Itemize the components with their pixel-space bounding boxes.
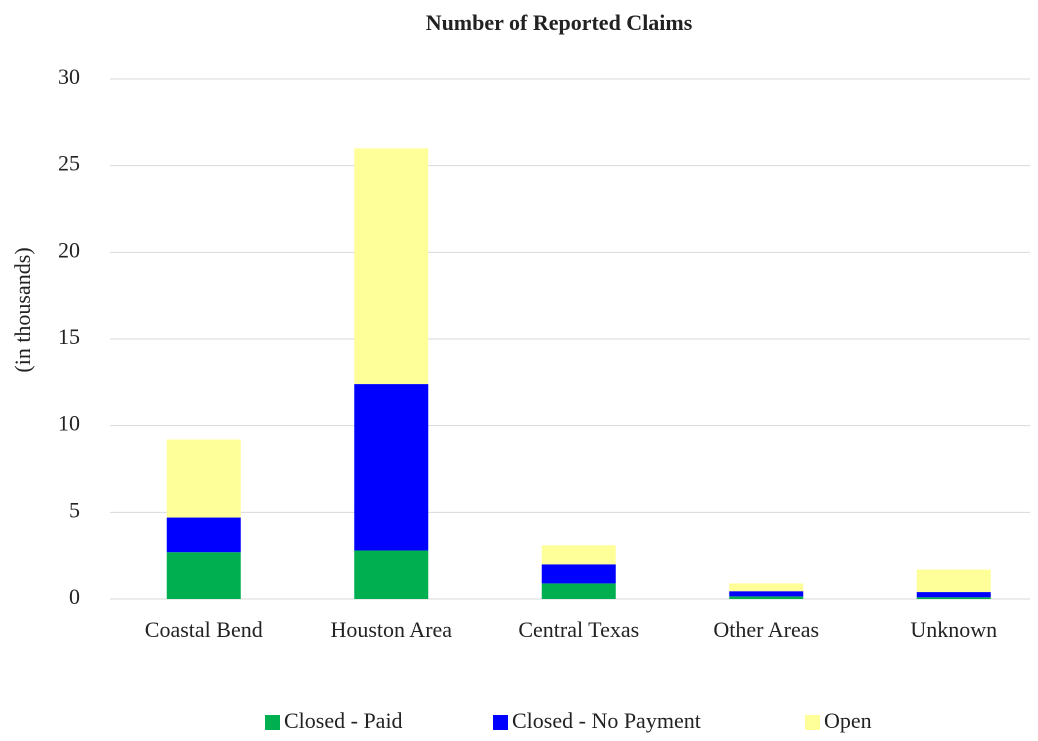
x-tick-label: Unknown [910,617,997,642]
chart-title: Number of Reported Claims [426,10,693,35]
bar-segment [541,583,616,599]
bar-segment [166,517,241,553]
bar-segment [354,384,429,551]
y-tick-label: 15 [58,324,80,349]
y-tick-label: 30 [58,64,80,89]
bar-segment [354,148,429,385]
x-tick-label: Houston Area [330,617,452,642]
legend-label: Closed - Paid [284,708,403,733]
bar-segment [729,591,804,597]
legend-swatch [265,715,280,730]
legend-label: Closed - No Payment [512,708,701,733]
legend-swatch [493,715,508,730]
bar-segment [729,583,804,592]
y-tick-label: 5 [69,497,80,522]
bar-segment [166,439,241,518]
legend-swatch [805,715,820,730]
y-tick-label: 25 [58,151,80,176]
bar-segment [541,564,616,584]
x-tick-label: Central Texas [518,617,639,642]
bar-segment [916,592,991,598]
y-tick-label: 10 [58,411,80,436]
y-axis-label: (in thousands) [10,247,35,372]
legend-label: Open [824,708,872,733]
bar-segment [354,550,429,599]
bar-segment [166,552,241,599]
bar-segment [729,596,804,599]
bar-segment [916,569,991,593]
y-tick-label: 20 [58,237,80,262]
y-tick-label: 0 [69,584,80,609]
bar-segment [541,545,616,565]
bar-segment [916,597,991,599]
x-tick-label: Other Areas [713,617,819,642]
x-tick-label: Coastal Bend [145,617,263,642]
